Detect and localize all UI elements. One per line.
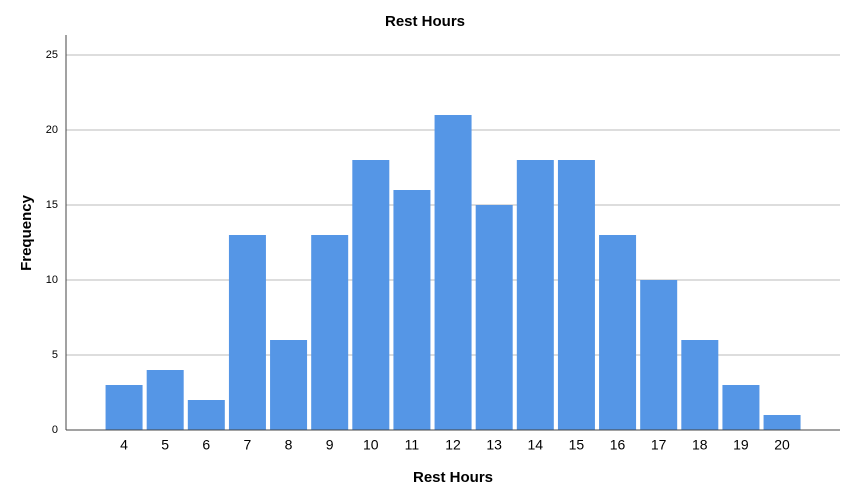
bar [105, 385, 143, 430]
bar [763, 415, 801, 430]
x-tick-label: 9 [326, 437, 334, 453]
y-tick-label: 0 [52, 424, 58, 436]
x-tick-label: 17 [651, 437, 667, 453]
x-tick-label: 10 [363, 437, 379, 453]
x-tick-label: 4 [120, 437, 128, 453]
x-tick-label: 15 [569, 437, 585, 453]
x-tick-label: 6 [202, 437, 210, 453]
bars: 4 5 6 7 8 9 10 11 12 13 14 15 16 17 18 19 20 [105, 115, 801, 453]
y-tick-label: 15 [46, 199, 58, 211]
bar [722, 385, 760, 430]
x-tick-label: 12 [445, 437, 461, 453]
bar [516, 160, 554, 430]
x-axis-label: Rest Hours [413, 469, 493, 486]
x-tick-label: 19 [733, 437, 749, 453]
x-tick-label: 5 [161, 437, 169, 453]
bar [228, 235, 266, 430]
x-tick-label: 18 [692, 437, 708, 453]
bar [146, 370, 184, 430]
bar [475, 205, 513, 430]
bar [599, 235, 637, 430]
bar [187, 400, 225, 430]
bar [557, 160, 595, 430]
y-axis-label: Frequency [18, 194, 35, 271]
bar [681, 340, 719, 430]
y-tick-label: 25 [46, 49, 58, 61]
bar [311, 235, 349, 430]
bar [393, 190, 431, 430]
x-tick-label: 20 [774, 437, 790, 453]
bar [352, 160, 390, 430]
x-tick-label: 7 [244, 437, 252, 453]
y-tick-label: 5 [52, 349, 58, 361]
x-tick-label: 13 [486, 437, 502, 453]
y-tick-label: 20 [46, 124, 58, 136]
x-tick-label: 16 [610, 437, 626, 453]
x-tick-label: 11 [405, 437, 420, 453]
y-tick-label: 10 [46, 274, 58, 286]
bar [270, 340, 308, 430]
chart-title: Rest Hours [385, 13, 465, 30]
bar [434, 115, 472, 430]
bar [640, 280, 678, 430]
x-tick-label: 14 [528, 437, 544, 453]
x-tick-label: 8 [285, 437, 293, 453]
